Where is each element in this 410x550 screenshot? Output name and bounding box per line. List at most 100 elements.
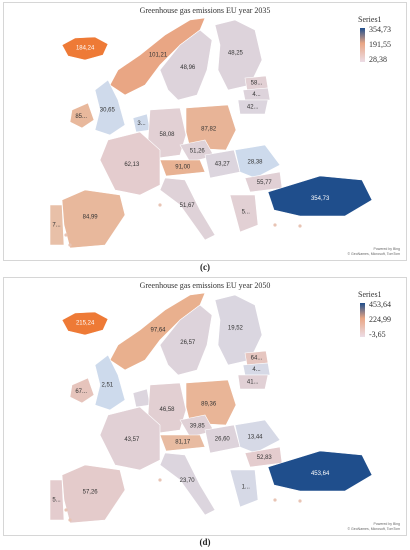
region-label: 30,65 xyxy=(100,108,116,114)
caption: (d) xyxy=(200,537,211,547)
country xyxy=(185,379,237,426)
legend-title: Series1 xyxy=(358,290,382,299)
island xyxy=(298,499,302,503)
region-label: 85... xyxy=(75,114,87,120)
region-label: 52,83 xyxy=(257,455,273,461)
region-label: 101,21 xyxy=(149,52,168,58)
country xyxy=(109,17,206,96)
region-label: 51,26 xyxy=(190,148,206,154)
region-label: 58,08 xyxy=(159,132,175,138)
region-label: 48,25 xyxy=(228,51,244,57)
map-panel: Greenhouse gas emissions EU year 2035 184… xyxy=(3,2,407,272)
country xyxy=(99,406,161,471)
country xyxy=(159,177,216,241)
country xyxy=(159,434,206,452)
country xyxy=(185,104,237,151)
region-label: 1... xyxy=(242,484,251,490)
region-label: 28,38 xyxy=(247,160,263,166)
country xyxy=(229,469,259,508)
region-label: 67... xyxy=(75,389,87,395)
legend-mid: 224,99 xyxy=(369,315,391,324)
credit: © GeoNames, Microsoft, TomTom xyxy=(348,252,401,256)
country xyxy=(61,464,126,524)
country xyxy=(159,29,213,101)
region-label: 4... xyxy=(252,367,261,373)
country xyxy=(94,354,126,411)
region-label: 89,36 xyxy=(201,401,217,407)
region-label: 215,24 xyxy=(76,320,95,326)
legend-max: 453,64 xyxy=(369,300,391,309)
region-label: 43,27 xyxy=(215,161,231,167)
legend-min: 28,38 xyxy=(369,55,387,64)
legend-mid: 191,55 xyxy=(369,40,391,49)
region-label: 41... xyxy=(247,380,259,386)
region-label: 84,99 xyxy=(83,214,99,220)
region-label: 39,85 xyxy=(190,423,206,429)
region-label: 2,51 xyxy=(101,383,113,389)
credit: © GeoNames, Microsoft, TomTom xyxy=(348,527,401,531)
country xyxy=(159,304,213,376)
credit: Powered by Bing xyxy=(374,522,401,526)
country xyxy=(99,131,161,196)
region-label: 91,00 xyxy=(175,165,191,171)
island xyxy=(68,243,72,247)
region-label: 23,70 xyxy=(180,478,196,484)
country xyxy=(237,374,269,390)
region-label: 5... xyxy=(242,209,251,215)
region-label: 26,57 xyxy=(180,340,196,346)
island xyxy=(68,518,72,522)
region-label: 7... xyxy=(52,223,61,229)
map-panel: Greenhouse gas emissions EU year 2050 215… xyxy=(3,277,407,547)
island xyxy=(273,223,277,227)
country xyxy=(242,362,271,376)
region-label: 43,57 xyxy=(124,437,140,443)
island xyxy=(158,478,162,482)
region-label: 26,60 xyxy=(215,436,231,442)
region-label: 81,17 xyxy=(175,440,191,446)
country xyxy=(242,87,271,101)
island xyxy=(158,203,162,207)
region-label: 46,58 xyxy=(159,407,175,413)
caption: (c) xyxy=(200,262,210,272)
region-label: 97,64 xyxy=(150,327,166,333)
map-title: Greenhouse gas emissions EU year 2050 xyxy=(140,281,271,290)
country xyxy=(159,159,206,177)
island xyxy=(298,224,302,228)
region-label: 48,96 xyxy=(180,65,196,71)
country xyxy=(69,102,95,129)
country xyxy=(234,144,281,179)
region-label: 354,73 xyxy=(311,196,330,202)
country xyxy=(61,189,126,249)
country xyxy=(267,450,373,492)
region-label: 3... xyxy=(137,121,146,127)
country xyxy=(234,419,281,454)
island xyxy=(273,498,277,502)
legend-bar xyxy=(360,28,365,62)
country xyxy=(61,311,109,336)
map-title: Greenhouse gas emissions EU year 2035 xyxy=(140,6,271,15)
region-label: 184,24 xyxy=(76,45,95,51)
credit: Powered by Bing xyxy=(374,247,401,251)
legend-bar xyxy=(360,303,365,337)
region-label: 13,44 xyxy=(247,435,263,441)
region-label: 57,26 xyxy=(83,489,99,495)
legend-max: 354,73 xyxy=(369,25,391,34)
island xyxy=(64,508,68,512)
country xyxy=(237,99,269,115)
region-label: 4... xyxy=(252,92,261,98)
region-label: 62,13 xyxy=(124,162,140,168)
country xyxy=(49,204,65,246)
region-label: 87,82 xyxy=(201,126,217,132)
country xyxy=(61,36,109,61)
region-label: 58... xyxy=(251,81,263,87)
region-label: 42... xyxy=(247,105,259,111)
legend-min: -3,65 xyxy=(369,330,386,339)
region-label: 51,67 xyxy=(180,203,196,209)
legend-title: Series1 xyxy=(358,15,382,24)
region-label: 453,64 xyxy=(311,471,330,477)
region-label: 5... xyxy=(52,498,61,504)
region-label: 64... xyxy=(251,356,263,362)
region-label: 19,52 xyxy=(228,326,244,332)
region-label: 55,77 xyxy=(257,180,273,186)
